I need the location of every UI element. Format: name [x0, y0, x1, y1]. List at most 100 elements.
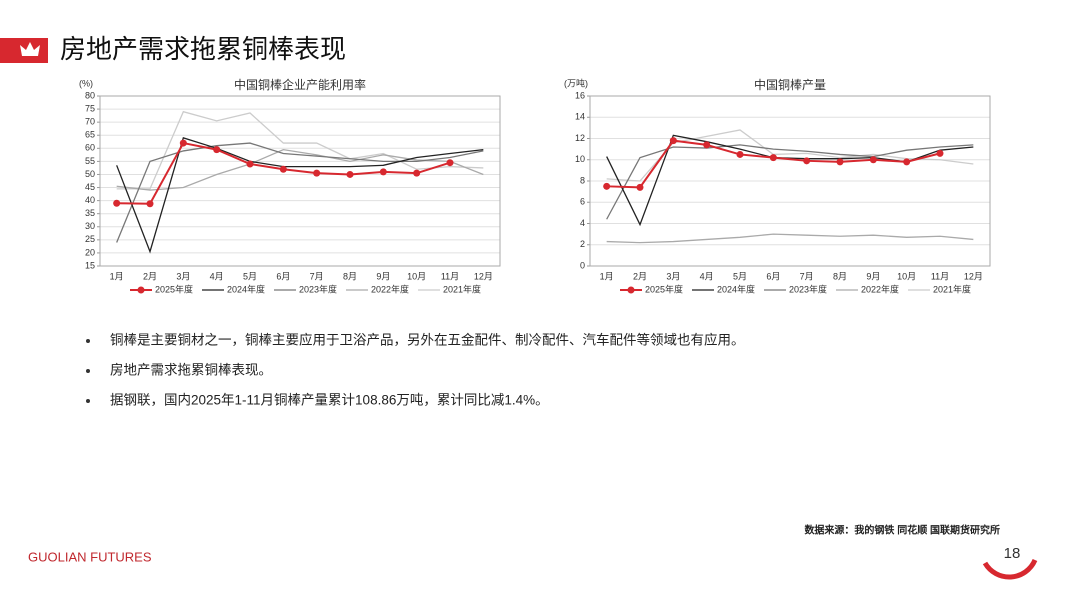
- series-marker: [279, 165, 287, 173]
- x-tick-label: 5月: [733, 271, 747, 281]
- y-tick-label: 10: [575, 154, 585, 164]
- series-line: [606, 233, 974, 244]
- chart-title: 中国铜棒企业产能利用率: [234, 77, 366, 92]
- series-line: [116, 137, 484, 254]
- series-line: [116, 110, 484, 190]
- x-tick-label: 7月: [800, 271, 814, 281]
- series-marker: [179, 139, 187, 147]
- page-number: 18: [1004, 545, 1021, 562]
- legend-marker: [137, 286, 145, 294]
- y-tick-label: 65: [85, 130, 95, 140]
- y-tick-label: 6: [580, 197, 585, 207]
- legend-label: 2024年度: [717, 283, 755, 294]
- y-tick-label: 14: [575, 112, 585, 122]
- series-marker: [903, 158, 911, 166]
- series-marker: [413, 169, 421, 177]
- legend-label: 2025年度: [155, 283, 193, 294]
- y-tick-label: 35: [85, 208, 95, 218]
- x-tick-label: 11月: [441, 271, 459, 281]
- series-marker: [869, 156, 877, 164]
- x-tick-label: 3月: [176, 271, 190, 281]
- x-tick-label: 3月: [666, 271, 680, 281]
- legend-label: 2021年度: [443, 283, 481, 294]
- source: 数据来源：我的钢铁 同花顺 国联期货研究所: [804, 524, 1000, 537]
- series-marker: [379, 168, 387, 176]
- series-marker: [213, 146, 221, 154]
- legend-label: 2024年度: [227, 283, 265, 294]
- series-marker: [769, 154, 777, 162]
- y-tick-label: 16: [575, 90, 585, 100]
- y-tick-label: 15: [85, 260, 95, 270]
- legend-marker: [627, 286, 635, 294]
- series-marker: [936, 149, 944, 157]
- x-tick-label: 10月: [897, 271, 916, 281]
- y-unit: (%): [79, 78, 93, 88]
- series-marker: [669, 137, 677, 145]
- y-tick-label: 30: [85, 221, 95, 231]
- bullet-text: 房地产需求拖累铜棒表现。: [110, 363, 272, 378]
- y-tick-label: 8: [580, 175, 585, 185]
- x-tick-label: 7月: [310, 271, 324, 281]
- x-tick-label: 4月: [210, 271, 224, 281]
- series-marker: [836, 158, 844, 166]
- x-tick-label: 1月: [600, 271, 614, 281]
- y-tick-label: 4: [580, 218, 585, 228]
- x-tick-label: 1月: [110, 271, 124, 281]
- plot-frame: [99, 95, 501, 267]
- brand: GUOLIAN FUTURES: [28, 549, 152, 564]
- x-tick-label: 8月: [833, 271, 847, 281]
- x-tick-label: 4月: [700, 271, 714, 281]
- y-tick-label: 50: [85, 169, 95, 179]
- series-marker: [346, 170, 354, 178]
- series-marker: [146, 200, 154, 208]
- legend-label: 2025年度: [645, 283, 683, 294]
- series-marker: [736, 150, 744, 158]
- legend-label: 2023年度: [299, 283, 337, 294]
- y-tick-label: 40: [85, 195, 95, 205]
- legend-label: 2022年度: [861, 283, 899, 294]
- bullet-dot: [86, 399, 90, 403]
- x-tick-label: 6月: [276, 271, 290, 281]
- y-tick-label: 12: [575, 133, 585, 143]
- series-marker: [603, 182, 611, 190]
- bullet-text: 铜棒是主要铜材之一，铜棒主要应用于卫浴产品，另外在五金配件、制冷配件、汽车配件等…: [110, 332, 745, 348]
- y-tick-label: 80: [85, 90, 95, 100]
- series-line: [116, 142, 484, 243]
- y-tick-label: 2: [580, 239, 585, 249]
- x-tick-label: 2月: [143, 271, 157, 281]
- x-tick-label: 9月: [866, 271, 880, 281]
- crown-icon: [20, 42, 40, 56]
- series-marker: [446, 159, 454, 167]
- y-unit: (万吨): [564, 77, 588, 88]
- y-tick-label: 0: [580, 260, 585, 270]
- y-tick-label: 55: [85, 156, 95, 166]
- legend-label: 2022年度: [371, 283, 409, 294]
- y-tick-label: 25: [85, 234, 95, 244]
- series-marker: [246, 160, 254, 168]
- x-tick-label: 8月: [343, 271, 357, 281]
- x-tick-label: 12月: [474, 271, 493, 281]
- x-tick-label: 6月: [766, 271, 780, 281]
- x-tick-label: 12月: [964, 271, 983, 281]
- y-tick-label: 70: [85, 117, 95, 127]
- bullet-dot: [86, 369, 90, 373]
- series-marker: [313, 169, 321, 177]
- series-marker: [113, 199, 121, 207]
- x-tick-label: 5月: [243, 271, 257, 281]
- slide-title: 房地产需求拖累铜棒表现: [60, 34, 346, 64]
- x-tick-label: 10月: [407, 271, 426, 281]
- y-tick-label: 20: [85, 247, 95, 257]
- page-arc: [982, 558, 1038, 580]
- series-marker: [703, 141, 711, 149]
- y-tick-label: 45: [85, 182, 95, 192]
- chart-title: 中国铜棒产量: [754, 77, 826, 92]
- series-marker: [803, 157, 811, 165]
- bullet-text: 据钢联，国内2025年1-11月铜棒产量累计108.86万吨，累计同比减1.4%…: [110, 393, 549, 408]
- series-marker: [636, 183, 644, 191]
- x-tick-label: 2月: [633, 271, 647, 281]
- legend-label: 2023年度: [789, 283, 827, 294]
- y-tick-label: 75: [85, 103, 95, 113]
- legend-label: 2021年度: [933, 283, 971, 294]
- plot-frame: [589, 95, 991, 267]
